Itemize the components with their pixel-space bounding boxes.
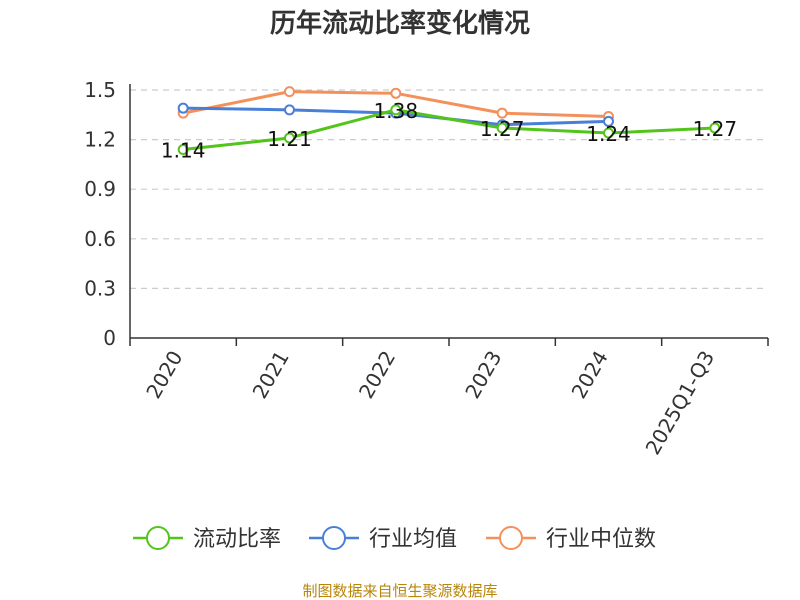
series-point-2 xyxy=(496,107,508,119)
y-tick-label: 0 xyxy=(103,326,116,350)
data-label: 1.27 xyxy=(693,117,738,141)
data-label: 1.27 xyxy=(480,117,525,141)
axes: 0 0.3 0.6 0.9 1.2 1.5 2020 2021 2022 2023 2024 2025… xyxy=(84,78,769,459)
series-line-0 xyxy=(183,108,715,152)
series-point-2 xyxy=(284,86,295,98)
legend-item-1[interactable]: 行业均值 xyxy=(309,526,457,552)
x-tick-label: 2025Q1-Q3 xyxy=(640,347,719,459)
y-tick-label: 0.9 xyxy=(84,177,116,201)
x-tick-label: 2024 xyxy=(567,347,613,403)
series-point-0 xyxy=(496,122,508,134)
chart-title: 历年流动比率变化情况 xyxy=(270,8,530,39)
series-point-0 xyxy=(177,144,189,156)
series-point-0 xyxy=(603,127,614,139)
legend-item-0[interactable]: 流动比率 xyxy=(133,526,281,552)
data-label: 1.14 xyxy=(161,139,206,163)
series-point-0 xyxy=(709,122,721,134)
legend-label: 行业均值 xyxy=(369,527,457,552)
series-point-0 xyxy=(390,104,402,116)
series-point-1 xyxy=(284,104,295,116)
legend-marker xyxy=(499,526,523,550)
legend-label: 行业中位数 xyxy=(546,527,656,552)
x-tick-label: 2023 xyxy=(460,346,506,402)
legend-marker xyxy=(146,526,170,550)
y-tick-label: 0.3 xyxy=(84,276,116,300)
data-label: 1.24 xyxy=(586,122,631,146)
y-tick-label: 1.2 xyxy=(84,128,116,152)
x-tick-label: 2021 xyxy=(248,347,294,403)
series-point-1 xyxy=(177,102,189,114)
series-point-1 xyxy=(603,115,614,127)
grid xyxy=(130,89,768,289)
x-tick-label: 2022 xyxy=(354,347,400,403)
y-tick-label: 1.5 xyxy=(84,78,116,102)
legend[interactable]: 流动比率 行业均值 行业中位数 xyxy=(133,526,656,552)
series-group xyxy=(177,86,721,156)
series-point-2 xyxy=(390,87,402,99)
legend-label: 流动比率 xyxy=(193,527,281,552)
x-tick-label: 2020 xyxy=(141,347,187,403)
legend-marker xyxy=(322,526,346,550)
legend-item-2[interactable]: 行业中位数 xyxy=(486,526,656,552)
y-tick-label: 0.6 xyxy=(84,227,116,251)
data-label: 1.38 xyxy=(374,99,419,123)
data-label: 1.21 xyxy=(267,127,312,151)
footer-source: 制图数据来自恒生聚源数据库 xyxy=(302,582,497,600)
data-labels: 1.14 1.21 1.38 1.27 1.24 1.27 xyxy=(161,99,737,163)
series-point-0 xyxy=(284,132,295,144)
